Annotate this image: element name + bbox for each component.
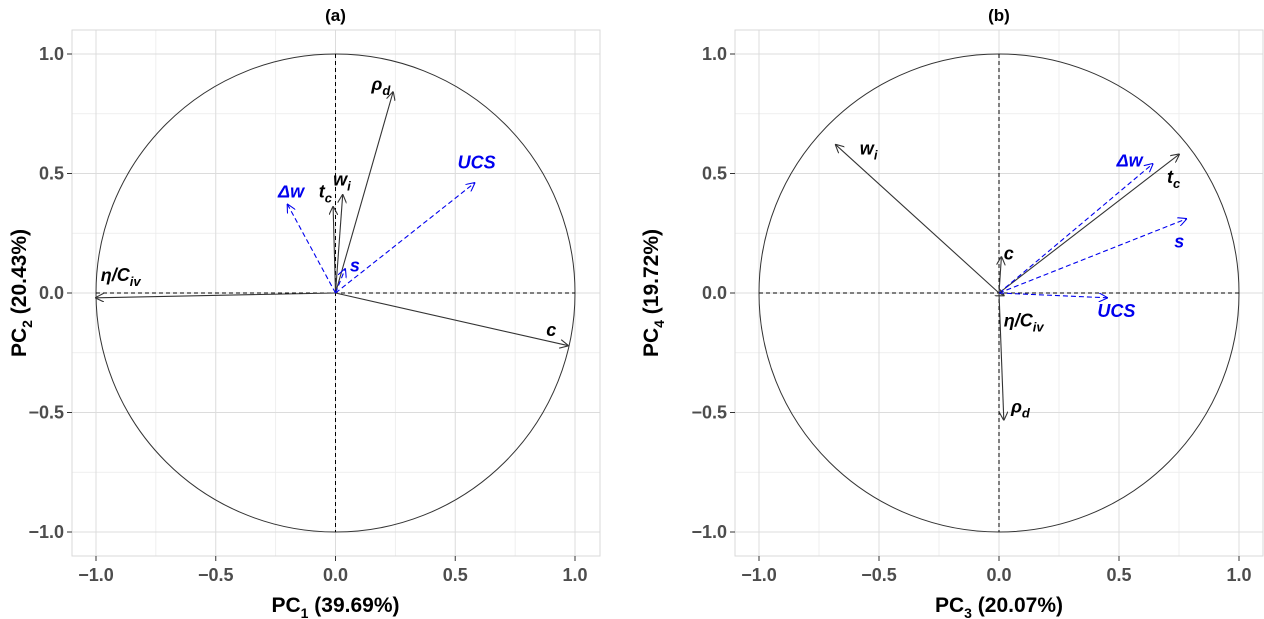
loading-label: c	[546, 320, 556, 340]
panel-title: (a)	[325, 6, 346, 25]
panel-a: η/Civ c ρd tc wi Δw UCS s −1.0 −0.5 0.0 0.5 1.0 −1.0−…	[8, 6, 601, 619]
x-tick-label: 0.5	[1106, 565, 1131, 585]
loading-arrow	[998, 292, 1004, 420]
loading-arrow	[998, 154, 1179, 294]
y-tick-label: −0.5	[28, 403, 64, 423]
x-tick-label: −1.0	[741, 565, 777, 585]
loading-arrow	[335, 183, 475, 294]
loading-arrow	[333, 207, 335, 294]
y-tick-label: 0.0	[702, 283, 727, 303]
x-tick-label: 0.0	[323, 565, 348, 585]
loading-arrow	[998, 292, 1107, 298]
loading-arrow	[334, 92, 393, 294]
loading-arrow	[96, 292, 336, 298]
x-axis-title: PC1 (39.69%)	[271, 594, 399, 619]
loading-arrow	[998, 219, 1186, 294]
y-tick-label: 1.0	[702, 44, 727, 64]
loading-label: Δw	[1116, 150, 1144, 170]
x-tick-label: −1.0	[78, 565, 114, 585]
y-axis-title: PC4 (19.72%)	[640, 229, 667, 357]
loading-label: Δw	[277, 181, 305, 201]
y-tick-label: −1.0	[28, 522, 64, 542]
loading-arrow	[836, 145, 1000, 294]
x-tick-label: −0.5	[198, 565, 234, 585]
loading-label: s	[1174, 232, 1184, 252]
x-tick-label: −0.5	[861, 565, 897, 585]
loading-label: c	[1004, 244, 1014, 264]
loading-label: UCS	[1097, 301, 1135, 321]
loading-arrow	[335, 292, 568, 346]
y-axis-title: PC2 (20.43%)	[8, 229, 35, 357]
y-tick-label: 0.5	[39, 164, 64, 184]
x-tick-label: 0.0	[986, 565, 1011, 585]
y-tick-label: −0.5	[691, 403, 727, 423]
panel-b: wi tc Δw s c η/Civ UCS ρd −1.0 −0.5 0.0 0.5 1.0 −1.0−…	[632, 0, 1264, 619]
loading-label: s	[350, 255, 360, 275]
y-tick-label: 1.0	[39, 44, 64, 64]
x-tick-label: 1.0	[562, 565, 587, 585]
y-tick-label: 0.0	[39, 283, 64, 303]
y-tick-label: 0.5	[702, 164, 727, 184]
loading-arrow	[288, 205, 336, 294]
loading-arrow	[334, 195, 343, 294]
x-tick-label: 0.5	[443, 565, 468, 585]
x-tick-label: 1.0	[1226, 565, 1251, 585]
loading-label: wi	[860, 138, 878, 162]
loading-label: wi	[333, 169, 351, 193]
x-axis-title: PC3 (20.07%)	[935, 594, 1063, 619]
loading-arrow	[998, 164, 1153, 294]
loading-arrow	[999, 257, 1001, 294]
loading-label: UCS	[458, 153, 496, 173]
y-tick-label: −1.0	[691, 522, 727, 542]
panel-title: (b)	[988, 6, 1010, 25]
loading-arrow	[334, 269, 346, 294]
